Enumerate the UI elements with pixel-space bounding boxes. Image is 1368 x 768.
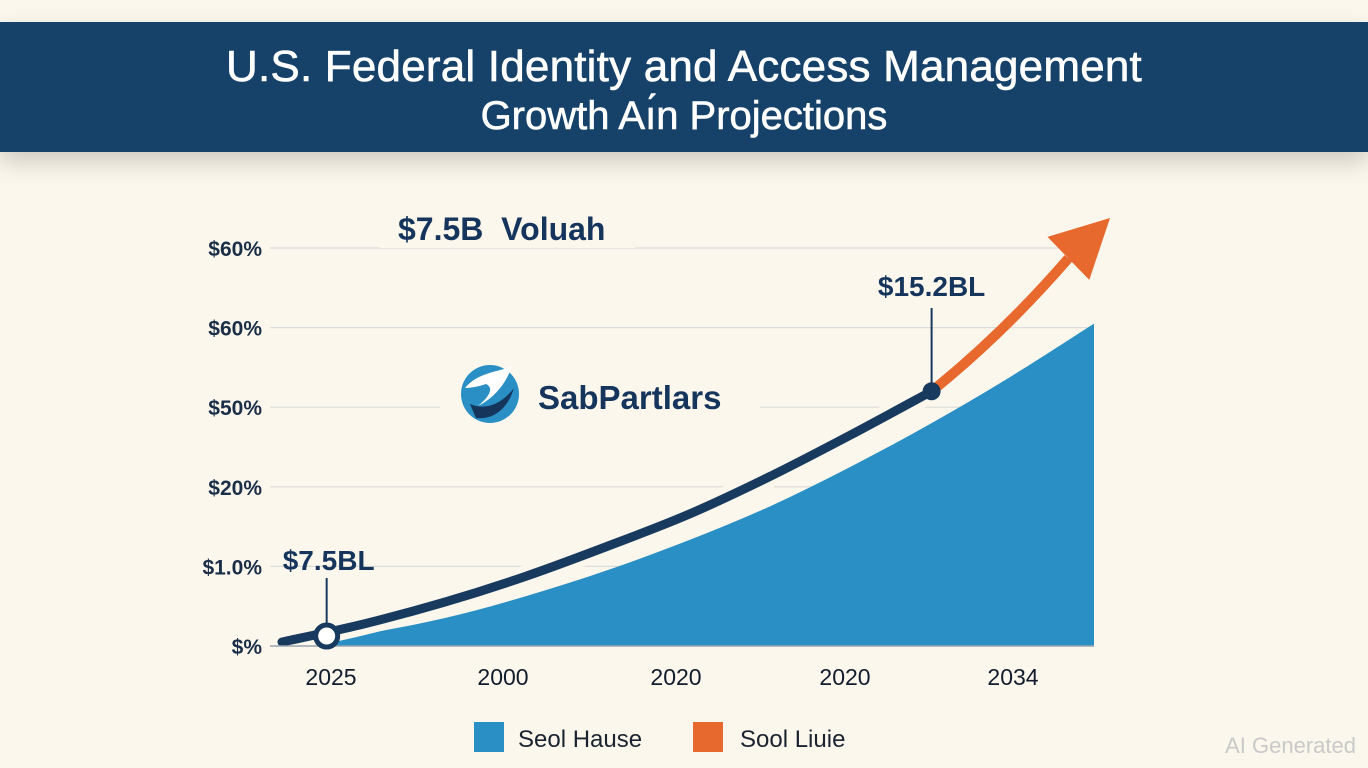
x-tick-label: 2025 <box>305 664 356 690</box>
annotation-label-start: $7.5BL <box>283 545 375 576</box>
y-tick-label: $60% <box>208 318 262 341</box>
legend-label-seol-hause: Seol Hause <box>518 726 642 753</box>
annotation-marker-start <box>313 622 341 650</box>
annotation-marker-end <box>922 382 941 401</box>
y-axis-ticks: $60% $60% $50% $20% $1.0% $% <box>202 238 262 659</box>
trend-arrowhead <box>1047 218 1110 280</box>
logo-bird-icon <box>461 365 519 423</box>
x-axis-ticks: 2025 2000 2020 2020 2034 <box>305 664 1038 690</box>
chart-title-line-2: Growth Aı́n Projections <box>480 94 888 139</box>
legend: Seol Hause Sool Liuie <box>474 722 845 753</box>
y-tick-label: $60% <box>208 238 262 261</box>
x-tick-label: 2000 <box>477 664 528 690</box>
series-trend-line <box>277 386 937 647</box>
annotation-label-end: $15.2BL <box>878 271 985 302</box>
logo: SabPartlars <box>440 358 760 434</box>
series-trend-arrow-segment <box>928 255 1073 396</box>
legend-swatch-seol-hause <box>474 722 504 752</box>
y-tick-label: $% <box>232 636 263 659</box>
legend-label-sool-liuie: Sool Liuie <box>740 726 845 753</box>
series-area-seol-hause <box>282 323 1094 646</box>
y-tick-label: $1.0% <box>202 556 262 579</box>
x-tick-label: 2020 <box>650 664 701 690</box>
chart-title-line-1: U.S. Federal Identity and Access Managem… <box>226 42 1142 92</box>
headline-callout-bg <box>380 200 635 248</box>
x-tick-label: 2020 <box>819 664 870 690</box>
y-tick-label: $20% <box>208 477 262 500</box>
title-banner: U.S. Federal Identity and Access Managem… <box>0 22 1368 152</box>
ai-generated-watermark: AI Generated <box>1225 733 1356 758</box>
legend-swatch-sool-liuie <box>693 722 723 752</box>
x-tick-label: 2034 <box>987 664 1038 690</box>
logo-name: SabPartlars <box>538 379 721 416</box>
headline-callout: $7.5B Voluah <box>398 211 605 247</box>
data-annotations: $7.5BL $15.2BL <box>283 271 985 650</box>
y-tick-label: $50% <box>208 397 262 420</box>
